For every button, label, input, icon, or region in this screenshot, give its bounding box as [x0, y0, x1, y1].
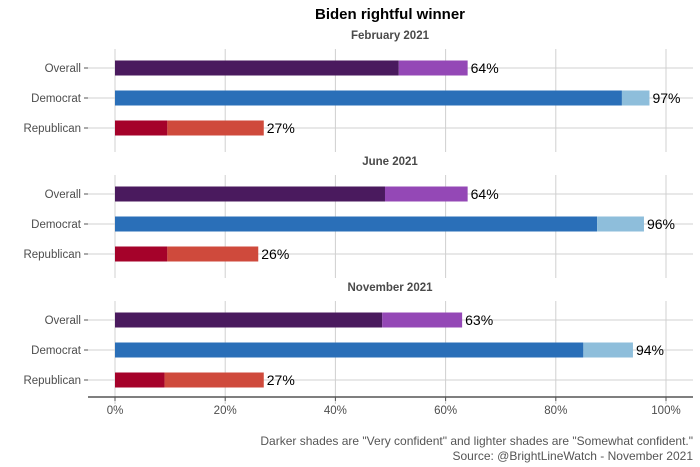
bar-very-confident-republican [115, 246, 168, 262]
panel-3: November 2021 Overall 63% Democrat 94% Republ… [23, 282, 693, 404]
bar-very-confident-republican [115, 372, 165, 388]
row-label-republican: Republican [23, 375, 81, 387]
panel-title: February 2021 [351, 30, 430, 42]
row-label-overall: Overall [45, 315, 81, 327]
panel-1: February 2021 Overall 64% Democrat 97% Republ… [23, 30, 693, 152]
bar-very-confident-democrat [115, 216, 598, 232]
caption-source: Source: @BrightLineWatch - November 2021 [452, 449, 693, 463]
bar-somewhat-confident-democrat [583, 342, 633, 358]
panel-title: June 2021 [362, 156, 418, 168]
bar-very-confident-overall [115, 186, 385, 202]
data-label-total: 94% [636, 342, 664, 358]
bar-somewhat-confident-democrat [621, 90, 650, 106]
bar-somewhat-confident-overall [382, 312, 463, 328]
row-label-democrat: Democrat [31, 219, 82, 231]
data-label-total: 63% [465, 312, 493, 328]
x-tick-label: 80% [544, 405, 567, 417]
bar-somewhat-confident-overall [398, 60, 468, 76]
row-label-overall: Overall [45, 63, 81, 75]
data-label-total: 26% [261, 246, 289, 262]
row-label-republican: Republican [23, 249, 81, 261]
row-label-republican: Republican [23, 123, 81, 135]
bar-somewhat-confident-republican [164, 372, 264, 388]
bar-somewhat-confident-democrat [597, 216, 644, 232]
bar-very-confident-democrat [115, 90, 622, 106]
x-tick-label: 0% [107, 405, 124, 417]
bar-somewhat-confident-republican [167, 246, 259, 262]
data-label-total: 64% [471, 60, 499, 76]
bar-very-confident-overall [115, 312, 383, 328]
caption-legend-note: Darker shades are "Very confident" and l… [260, 434, 693, 448]
bar-somewhat-confident-republican [167, 120, 264, 136]
bar-very-confident-overall [115, 60, 399, 76]
data-label-total: 64% [471, 186, 499, 202]
x-tick-label: 60% [434, 405, 457, 417]
data-label-total: 27% [267, 372, 295, 388]
panel-2: June 2021 Overall 64% Democrat 96% Republican… [23, 156, 693, 278]
bar-very-confident-democrat [115, 342, 584, 358]
bar-very-confident-republican [115, 120, 168, 136]
x-tick-label: 100% [651, 405, 680, 417]
chart-title: Biden rightful winner [315, 6, 465, 23]
row-label-overall: Overall [45, 189, 81, 201]
data-label-total: 27% [267, 120, 295, 136]
data-label-total: 96% [647, 216, 675, 232]
x-tick-label: 20% [214, 405, 237, 417]
bar-somewhat-confident-overall [384, 186, 468, 202]
x-tick-label: 40% [324, 405, 347, 417]
data-label-total: 97% [652, 90, 680, 106]
row-label-democrat: Democrat [31, 345, 82, 357]
row-label-democrat: Democrat [31, 93, 82, 105]
panel-title: November 2021 [347, 282, 433, 294]
